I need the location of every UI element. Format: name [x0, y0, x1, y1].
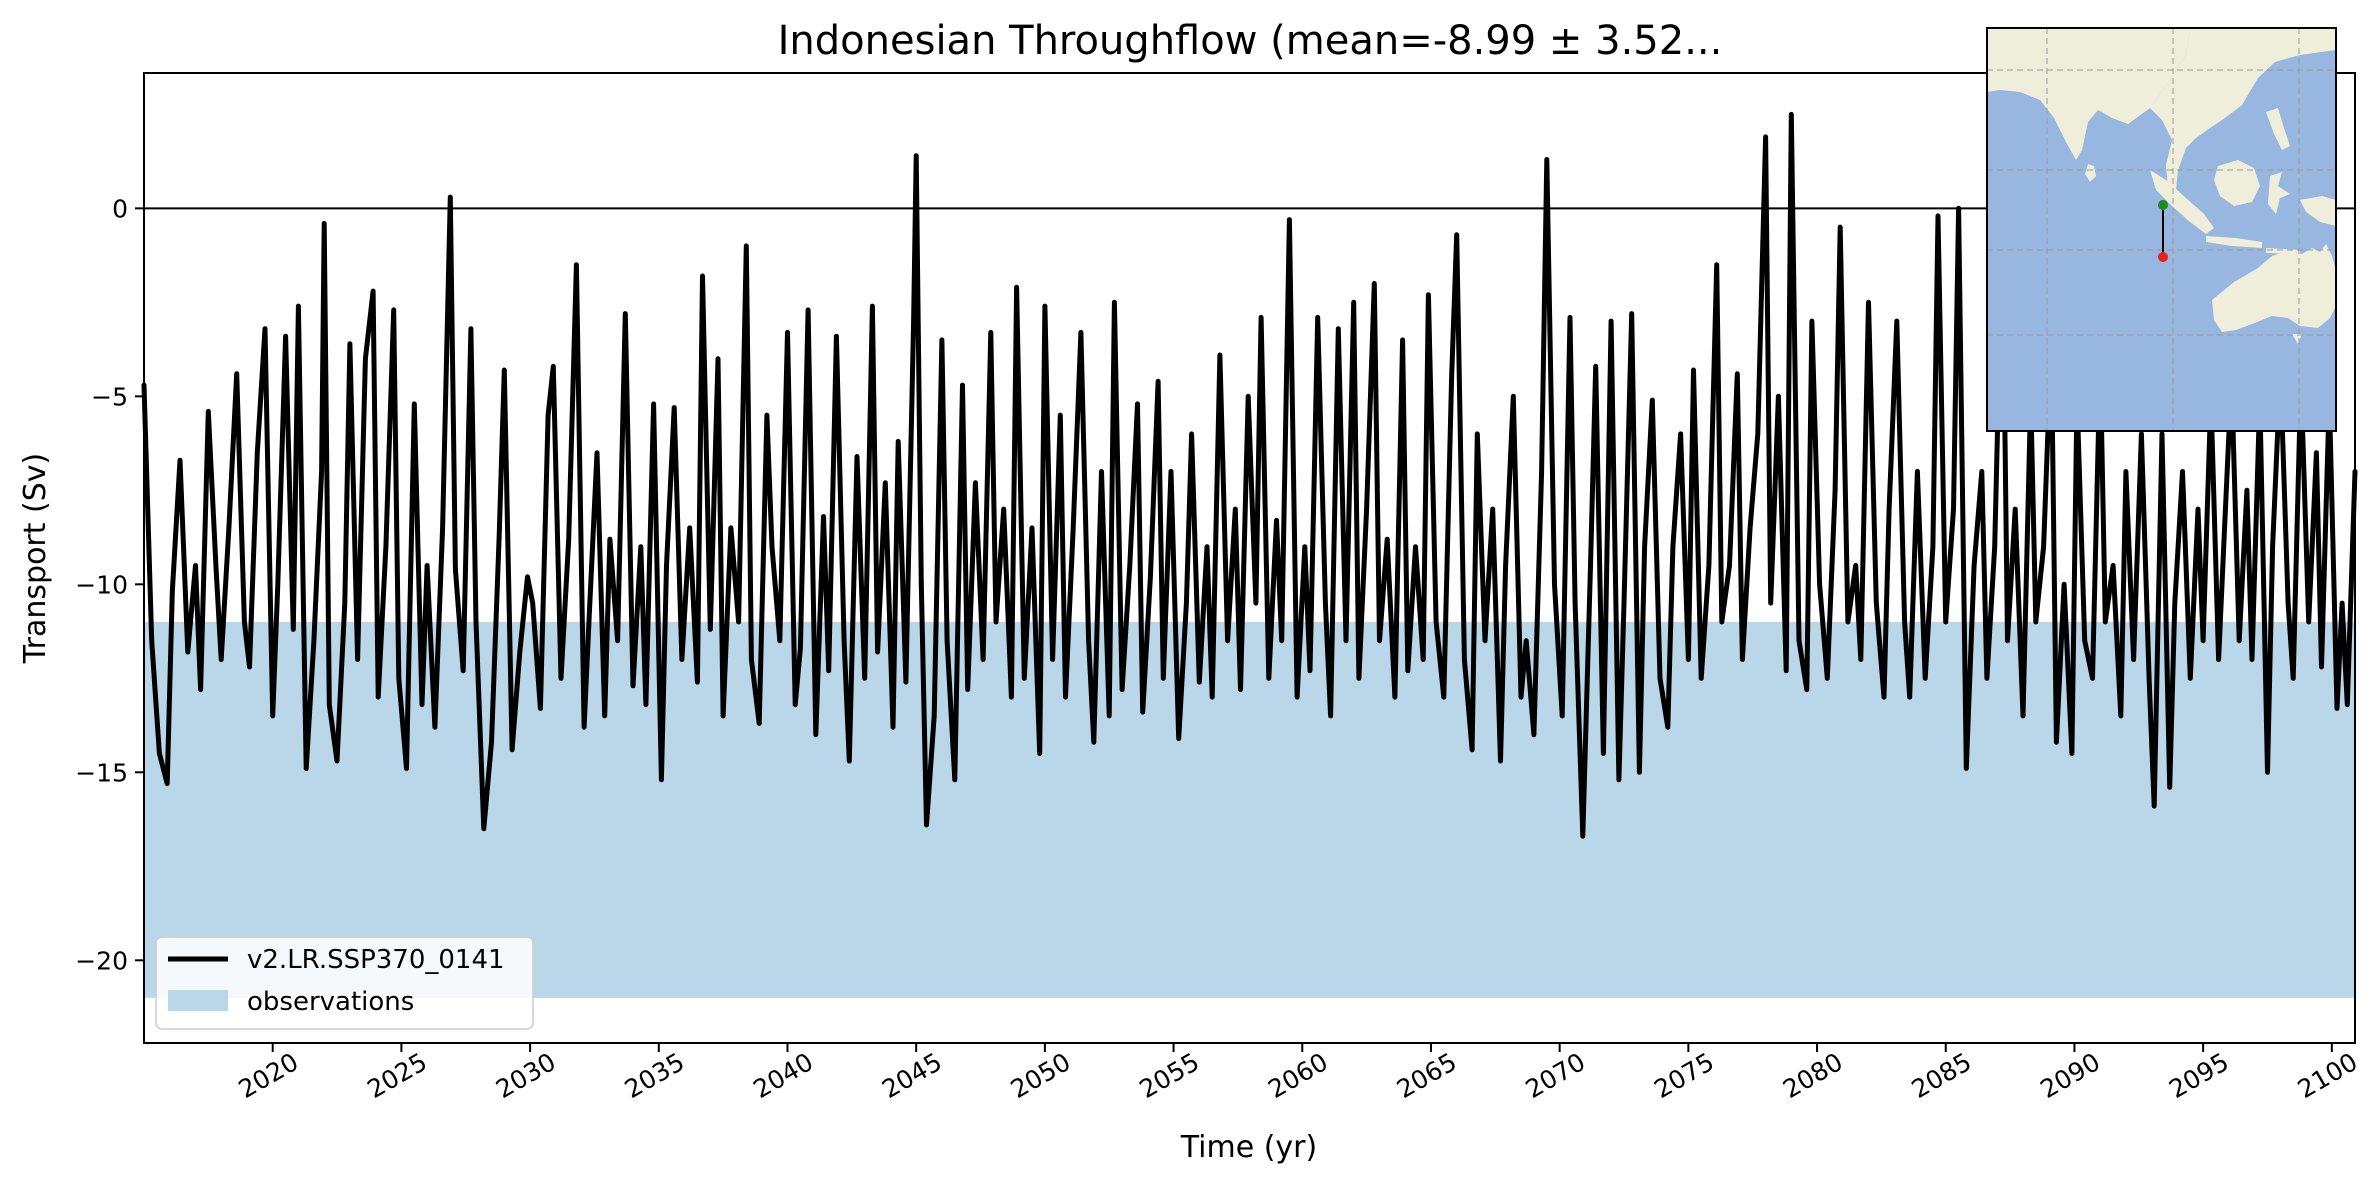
x-tick-label: 2025 [362, 1047, 432, 1104]
x-tick-label: 2100 [2293, 1047, 2363, 1104]
map-land-philippines [2266, 108, 2290, 150]
x-tick-label: 2040 [748, 1047, 818, 1104]
legend-swatch-observations [168, 990, 228, 1011]
y-tick-label: −20 [75, 946, 128, 975]
inset-map-frame [1986, 27, 2337, 432]
x-tick-label: 2090 [2035, 1047, 2105, 1104]
legend-label-observations: observations [247, 987, 414, 1017]
map-land-india [1987, 28, 2190, 160]
legend-box [155, 936, 534, 1030]
y-axis-ticks: 0 −5 −10 −15 −20 [75, 194, 144, 975]
map-land [1987, 28, 2336, 344]
x-tick-label: 2020 [234, 1047, 304, 1104]
x-tick-label: 2065 [1392, 1047, 1462, 1104]
y-tick-label: −10 [75, 570, 128, 599]
y-tick-label: −5 [91, 382, 128, 411]
y-axis-label: Transport (Sv) [18, 453, 53, 665]
map-section-start-marker [2158, 200, 2168, 210]
map-section-end-marker [2158, 252, 2168, 262]
x-tick-label: 2035 [620, 1047, 690, 1104]
y-tick-label: −15 [75, 758, 128, 787]
x-axis-label: Time (yr) [1180, 1130, 1317, 1165]
legend: v2.LR.SSP370_0141 observations [155, 936, 534, 1030]
x-tick-label: 2080 [1778, 1047, 1848, 1104]
plot-frame [143, 72, 2356, 1044]
inset-map [1986, 27, 2337, 432]
x-tick-label: 2085 [1907, 1047, 1977, 1104]
map-land-new-guinea [2300, 196, 2336, 226]
y-tick-label: 0 [112, 194, 128, 223]
map-land-java [2206, 236, 2262, 248]
map-land-sri-lanka [2085, 164, 2096, 182]
x-tick-label: 2050 [1006, 1047, 1076, 1104]
chart-title: Indonesian Throughflow (mean=-8.99 ± 3.5… [778, 18, 1723, 64]
map-land-borneo [2214, 160, 2260, 206]
x-tick-label: 2045 [877, 1047, 947, 1104]
series-line-0 [141, 111, 2358, 839]
map-land-sulawesi [2268, 172, 2290, 214]
x-axis-ticks: 2020 2025 2030 2035 2040 2045 2050 2055 2060 2065… [234, 1043, 2363, 1104]
map-land-indochina [2150, 28, 2336, 208]
series-layer [141, 111, 2358, 839]
x-tick-label: 2030 [491, 1047, 561, 1104]
x-tick-label: 2070 [1521, 1047, 1591, 1104]
legend-label-series: v2.LR.SSP370_0141 [247, 945, 505, 975]
map-gridlines [1987, 28, 2336, 431]
x-tick-label: 2095 [2164, 1047, 2234, 1104]
x-tick-label: 2075 [1649, 1047, 1719, 1104]
x-tick-label: 2060 [1263, 1047, 1333, 1104]
map-land-sumatra [2150, 170, 2214, 234]
x-tick-label: 2055 [1135, 1047, 1205, 1104]
map-land-australia [2212, 244, 2336, 332]
map-land-tasmania [2292, 334, 2302, 344]
